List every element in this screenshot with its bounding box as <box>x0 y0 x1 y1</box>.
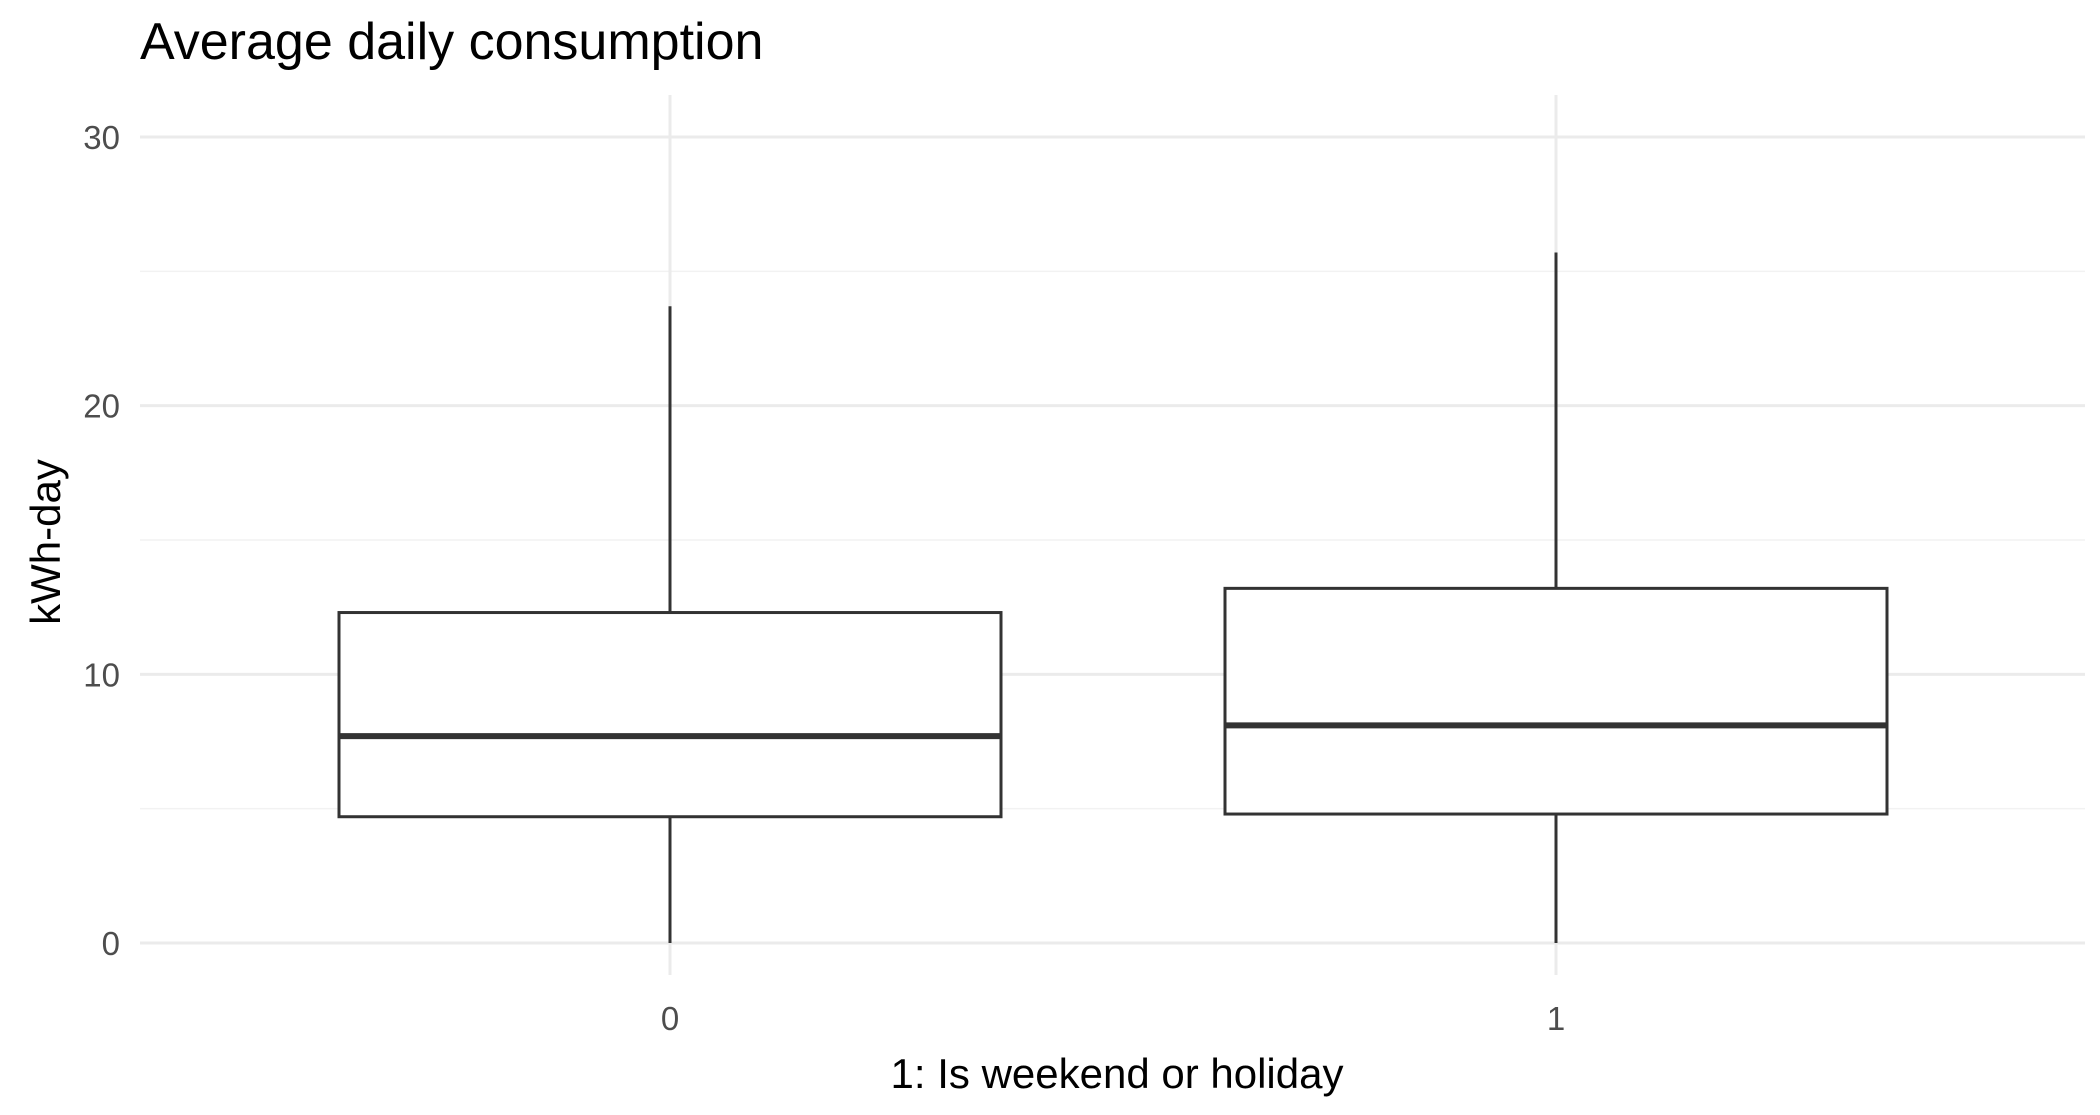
box-group-0 <box>337 306 1003 943</box>
box-layer <box>337 252 1889 943</box>
chart-title: Average daily consumption <box>140 13 763 71</box>
tick-labels: 0 10 20 30 0 1 <box>83 119 1565 1037</box>
grid-layer <box>140 95 2085 975</box>
y-axis-title: kWh-day <box>22 459 69 625</box>
iqr-box <box>337 611 1003 819</box>
iqr-box <box>1223 586 1889 816</box>
x-tick-label: 1 <box>1547 1000 1565 1037</box>
x-tick-label: 0 <box>661 1000 679 1037</box>
x-axis-title: 1: Is weekend or holiday <box>891 1050 1344 1097</box>
y-tick-label: 30 <box>83 119 120 156</box>
y-tick-label: 0 <box>102 925 120 962</box>
y-tick-label: 10 <box>83 656 120 693</box>
box-group-1 <box>1223 252 1889 943</box>
y-tick-label: 20 <box>83 388 120 425</box>
